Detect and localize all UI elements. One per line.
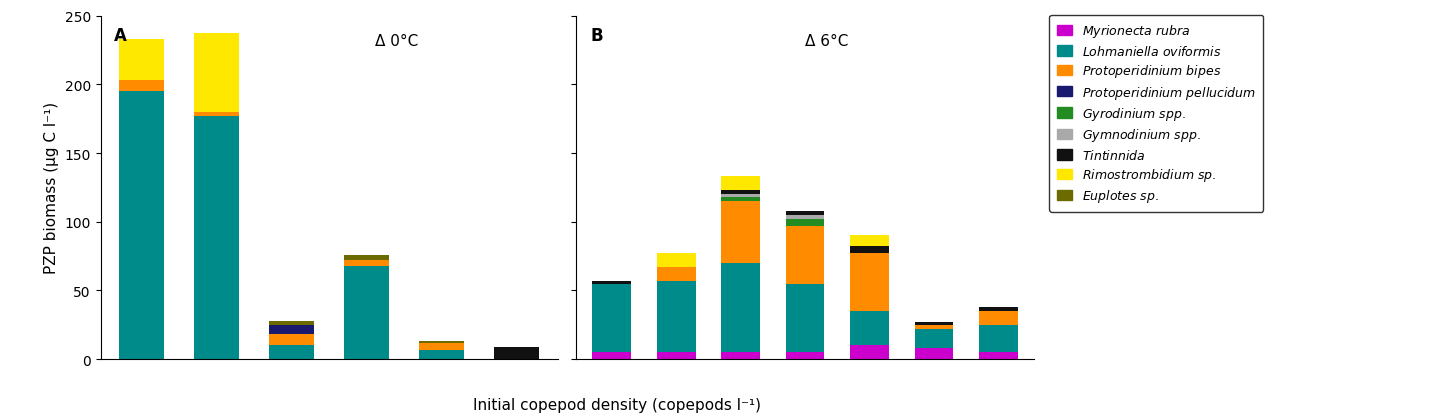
Bar [979,352,1018,359]
Text: Δ 0°C: Δ 0°C [375,34,418,49]
Bar [593,352,632,359]
Bar [194,112,240,116]
Bar [721,177,760,191]
Bar [721,195,760,197]
Bar [979,311,1018,325]
Bar [721,202,760,263]
Bar [979,307,1018,311]
Bar [119,92,164,359]
Bar [785,211,824,215]
Bar [850,236,889,247]
Bar [721,191,760,195]
Bar [850,254,889,311]
Text: B: B [590,27,603,45]
Bar [915,325,954,329]
Legend: $\it{Myrionecta}$ $\it{rubra}$, $\it{Lohmaniella}$ $\it{oviformis}$, $\it{Protop: $\it{Myrionecta}$ $\it{rubra}$, $\it{Loh… [1050,16,1264,212]
Bar [656,268,695,281]
Bar [721,197,760,202]
Bar [979,325,1018,352]
Bar [270,346,314,359]
Bar [419,342,464,343]
Bar [345,261,389,266]
Bar [721,263,760,352]
Bar [656,254,695,268]
Bar [494,347,540,359]
Bar [593,281,632,284]
Bar [915,322,954,325]
Bar [119,40,164,81]
Text: Initial copepod density (copepods l⁻¹): Initial copepod density (copepods l⁻¹) [474,397,761,412]
Bar [785,226,824,284]
Bar [345,255,389,261]
Text: A: A [115,27,128,45]
Text: Δ 6°C: Δ 6°C [806,34,849,49]
Bar [656,281,695,352]
Bar [850,311,889,346]
Bar [270,321,314,325]
Bar [194,34,240,112]
Bar [785,352,824,359]
Bar [194,116,240,359]
Bar [850,247,889,254]
Bar [915,348,954,359]
Bar [915,329,954,348]
Bar [270,325,314,335]
Bar [721,352,760,359]
Bar [419,350,464,359]
Bar [419,343,464,350]
Bar [345,266,389,359]
Bar [850,346,889,359]
Bar [656,352,695,359]
Bar [119,81,164,92]
Bar [785,284,824,352]
Bar [593,284,632,352]
Y-axis label: PZP biomass (µg C l⁻¹): PZP biomass (µg C l⁻¹) [45,102,59,274]
Bar [270,335,314,346]
Bar [785,215,824,219]
Bar [785,219,824,226]
